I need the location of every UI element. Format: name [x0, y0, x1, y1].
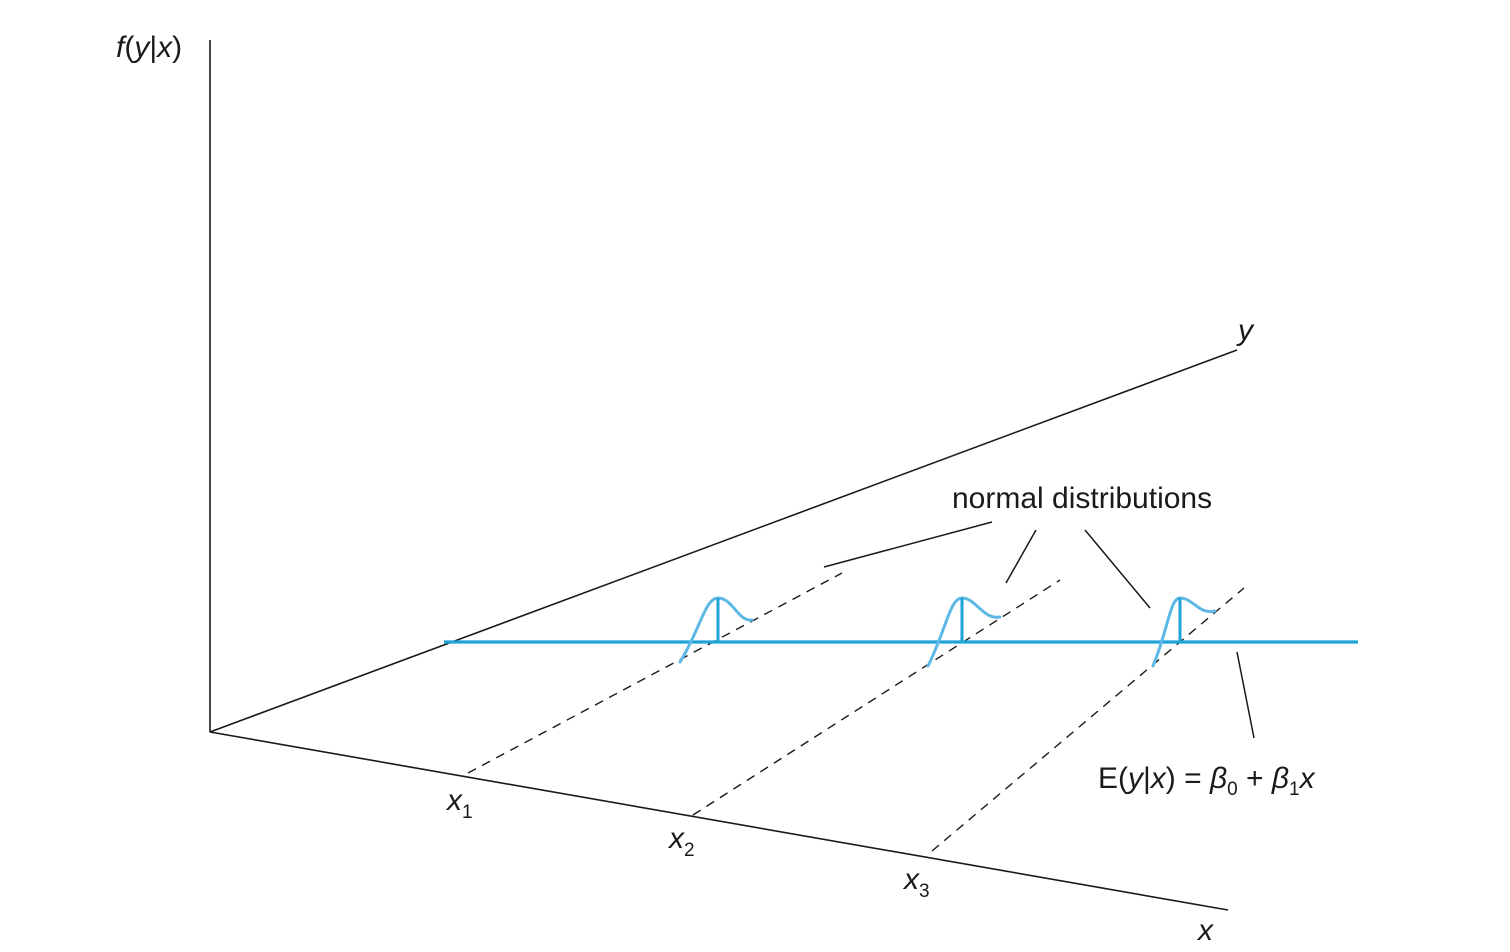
guide-line-x3: [931, 587, 1245, 852]
leader-line-1: [823, 521, 993, 568]
x-tick-label-1: x1: [445, 784, 473, 823]
x-axis: [209, 731, 1229, 911]
guide-line-x1: [467, 572, 843, 774]
x-tick-label-2: x2: [667, 822, 695, 861]
x-tick-label-3: x3: [902, 863, 930, 902]
normal-curve-2: [926, 596, 1002, 668]
leader-line-3: [1084, 529, 1151, 609]
leader-line-2: [1005, 529, 1037, 584]
regression-equation: E(y|x) = β0 + β1x: [1098, 762, 1316, 800]
vertical-axis-label: f(y|x): [116, 31, 182, 64]
normal-distributions-label: normal distributions: [952, 482, 1212, 515]
guide-line-x2: [692, 579, 1061, 816]
y-axis-label: y: [1236, 314, 1255, 347]
y-axis: [209, 349, 1238, 733]
x-axis-label: x: [1196, 914, 1214, 947]
normal-curve-3: [1151, 596, 1217, 668]
leader-line-equation: [1236, 651, 1255, 739]
normal-curve-1: [678, 596, 754, 664]
